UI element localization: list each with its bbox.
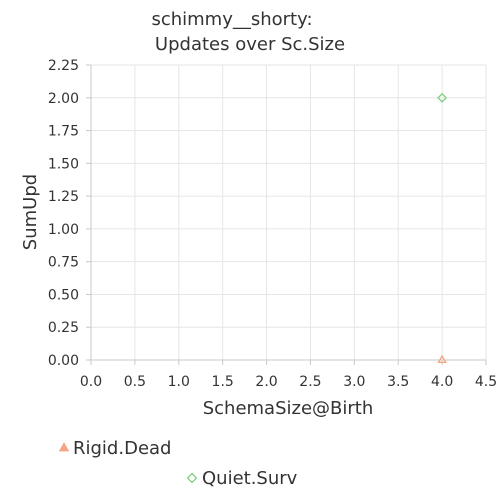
y-tick-label: 0.75: [48, 255, 79, 271]
y-axis-title: SumUpd: [20, 174, 41, 250]
legend-triangle-icon: [60, 444, 68, 451]
y-tick-label: 0.00: [48, 353, 79, 369]
x-tick-label: 2.5: [299, 374, 321, 390]
x-tick-label: 3.0: [343, 374, 365, 390]
chart-title-line-2: Updates over Sc.Size: [155, 34, 345, 55]
x-tick-label: 1.0: [168, 374, 190, 390]
x-tick-label: 2.0: [255, 374, 277, 390]
y-tick-label: 1.00: [48, 222, 79, 238]
x-tick-label: 3.5: [387, 374, 409, 390]
y-tick-label: 2.00: [48, 91, 79, 107]
x-axis-title: SchemaSize@Birth: [203, 398, 374, 419]
y-tick-label: 2.25: [48, 58, 79, 74]
legend-diamond-icon: [188, 474, 197, 483]
y-tick-label: 1.75: [48, 124, 79, 140]
axes: [86, 65, 486, 365]
legend-label-quiet-surv: Quiet.Surv: [202, 468, 298, 489]
x-tick-label: 4.0: [431, 374, 453, 390]
legend-item-quiet-surv[interactable]: Quiet.Surv: [188, 468, 298, 489]
y-tick-label: 1.50: [48, 156, 79, 172]
x-tick-labels: 0.0 0.5 1.0 1.5 2.0 2.5 3.0 3.5 4.0 4.5: [80, 374, 497, 390]
x-tick-label: 4.5: [475, 374, 497, 390]
legend-item-rigid-dead[interactable]: Rigid.Dead: [60, 438, 172, 459]
x-tick-label: 0.5: [124, 374, 146, 390]
y-tick-labels: 0.00 0.25 0.50 0.75 1.00 1.25 1.50 1.75 2.00 2.25: [48, 58, 79, 369]
gridlines: [91, 65, 486, 360]
chart-title-line-1: schimmy__shorty:: [151, 9, 312, 30]
y-tick-label: 0.50: [48, 287, 79, 303]
legend-label-rigid-dead: Rigid.Dead: [73, 438, 171, 459]
y-tick-label: 1.25: [48, 189, 79, 205]
x-tick-label: 1.5: [212, 374, 234, 390]
y-tick-label: 0.25: [48, 320, 79, 336]
x-tick-label: 0.0: [80, 374, 102, 390]
legend: Rigid.Dead Quiet.Surv: [60, 438, 298, 489]
